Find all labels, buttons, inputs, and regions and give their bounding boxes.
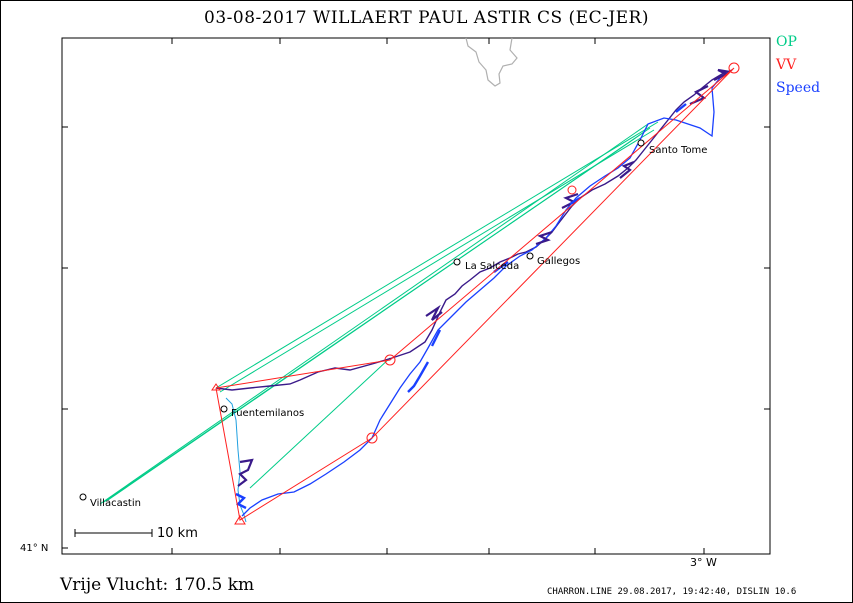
vv-turnpoint-4 <box>567 185 577 195</box>
legend-op: OP <box>776 34 797 50</box>
town-label: Fuentemilanos <box>231 408 304 419</box>
town-fuentemilanos: Fuentemilanos <box>220 405 304 419</box>
speed-clusters <box>235 103 687 510</box>
town-santo-tome: Santo Tome <box>637 139 707 156</box>
town-la-salceda: La Salceda <box>453 258 519 272</box>
coastline <box>465 37 518 87</box>
track-light <box>225 397 247 523</box>
vv-start-marker <box>211 383 221 391</box>
op-lines <box>99 121 659 505</box>
plot-frame <box>61 37 771 555</box>
vv-turnpoint-2 <box>728 62 740 74</box>
map-title: 03-08-2017 WILLAERT PAUL ASTIR CS (EC-JE… <box>204 8 649 28</box>
town-villacastin: Villacastin <box>79 493 141 509</box>
longitude-label: 3° W <box>690 556 717 569</box>
track-speed <box>241 69 733 517</box>
track-dark <box>215 69 733 391</box>
vv-turnpoint-3 <box>366 432 378 444</box>
scale-bar <box>74 529 153 537</box>
thermal-clusters <box>237 68 731 487</box>
credit-line: CHARRON.LINE 29.08.2017, 19:42:40, DISLI… <box>547 587 797 597</box>
town-gallegos: Gallegos <box>526 252 580 267</box>
vv-finish-marker <box>234 515 246 525</box>
flight-distance: Vrije Vlucht: 170.5 km <box>60 575 255 595</box>
legend-vv: VV <box>776 57 797 73</box>
vv-turnpoint-1 <box>384 354 396 366</box>
scale-label: 10 km <box>157 526 198 541</box>
town-label: La Salceda <box>465 261 519 272</box>
latitude-label: 41° N <box>20 543 49 554</box>
legend-speed: Speed <box>776 80 821 96</box>
town-label: Santo Tome <box>649 145 707 156</box>
town-label: Gallegos <box>537 256 580 267</box>
vv-task <box>211 62 740 525</box>
town-label: Villacastin <box>90 498 141 509</box>
tick-marks <box>62 38 770 554</box>
